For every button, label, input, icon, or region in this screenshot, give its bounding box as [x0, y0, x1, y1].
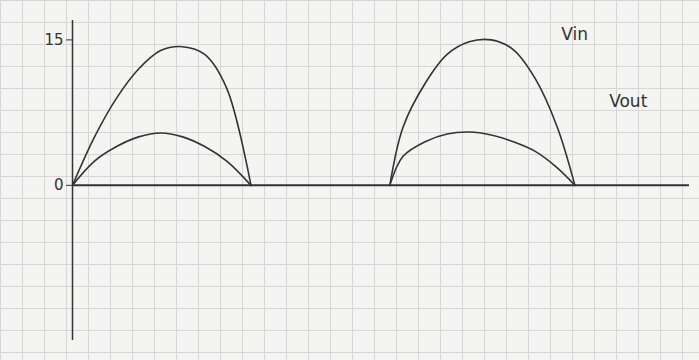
svg-text:Vout: Vout: [609, 91, 647, 111]
svg-text:0: 0: [54, 176, 64, 194]
svg-text:15: 15: [44, 31, 63, 49]
svg-text:Vin: Vin: [561, 24, 588, 44]
